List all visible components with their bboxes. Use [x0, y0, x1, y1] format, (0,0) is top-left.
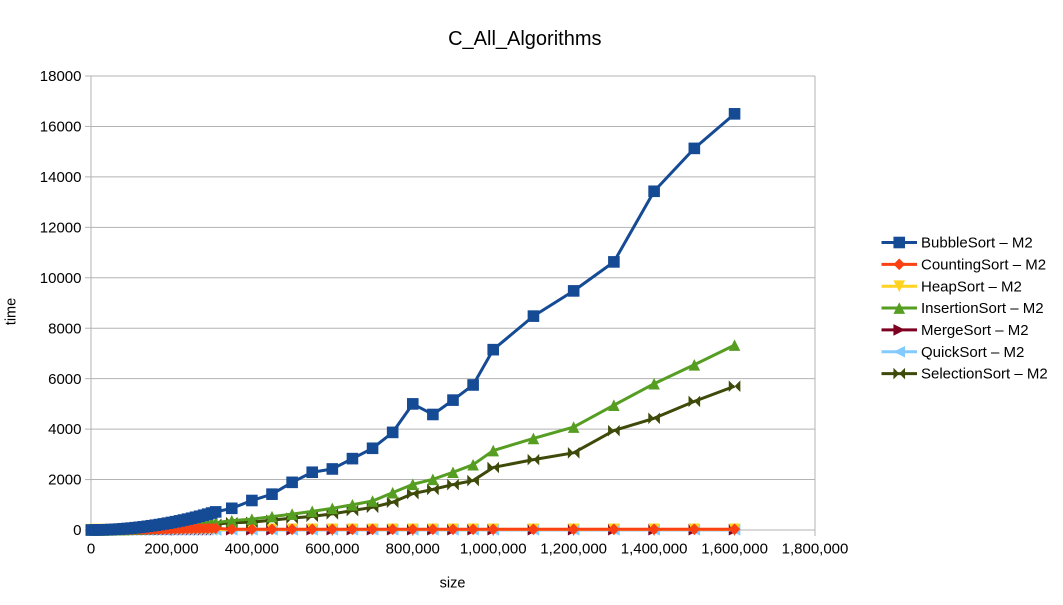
- svg-text:1,800,000: 1,800,000: [782, 541, 849, 558]
- svg-text:8000: 8000: [48, 320, 81, 337]
- svg-text:200,000: 200,000: [144, 541, 198, 558]
- svg-text:MergeSort – M2: MergeSort – M2: [921, 322, 1029, 339]
- svg-text:6000: 6000: [48, 371, 81, 388]
- svg-text:C_All_Algorithms: C_All_Algorithms: [448, 28, 601, 50]
- svg-text:600,000: 600,000: [305, 541, 359, 558]
- svg-text:16000: 16000: [40, 119, 82, 136]
- svg-text:BubbleSort – M2: BubbleSort – M2: [921, 235, 1033, 252]
- svg-text:0: 0: [87, 541, 95, 558]
- svg-text:CountingSort – M2: CountingSort – M2: [921, 256, 1046, 273]
- svg-text:SelectionSort – M2: SelectionSort – M2: [921, 366, 1048, 383]
- svg-text:1,200,000: 1,200,000: [540, 541, 607, 558]
- svg-text:time: time: [4, 298, 20, 325]
- svg-text:2000: 2000: [48, 472, 81, 489]
- svg-text:12000: 12000: [40, 219, 82, 236]
- svg-text:4000: 4000: [48, 421, 81, 438]
- svg-text:400,000: 400,000: [225, 541, 279, 558]
- svg-text:18000: 18000: [40, 68, 82, 85]
- svg-text:HeapSort – M2: HeapSort – M2: [921, 278, 1022, 295]
- svg-text:size: size: [440, 576, 466, 592]
- svg-text:QuickSort – M2: QuickSort – M2: [921, 344, 1024, 361]
- svg-text:1,000,000: 1,000,000: [460, 541, 527, 558]
- svg-text:800,000: 800,000: [386, 541, 440, 558]
- svg-text:InsertionSort – M2: InsertionSort – M2: [921, 300, 1044, 317]
- svg-text:14000: 14000: [40, 169, 82, 186]
- svg-text:1,400,000: 1,400,000: [621, 541, 688, 558]
- svg-text:10000: 10000: [40, 270, 82, 287]
- svg-text:1,600,000: 1,600,000: [701, 541, 768, 558]
- svg-text:0: 0: [73, 522, 81, 539]
